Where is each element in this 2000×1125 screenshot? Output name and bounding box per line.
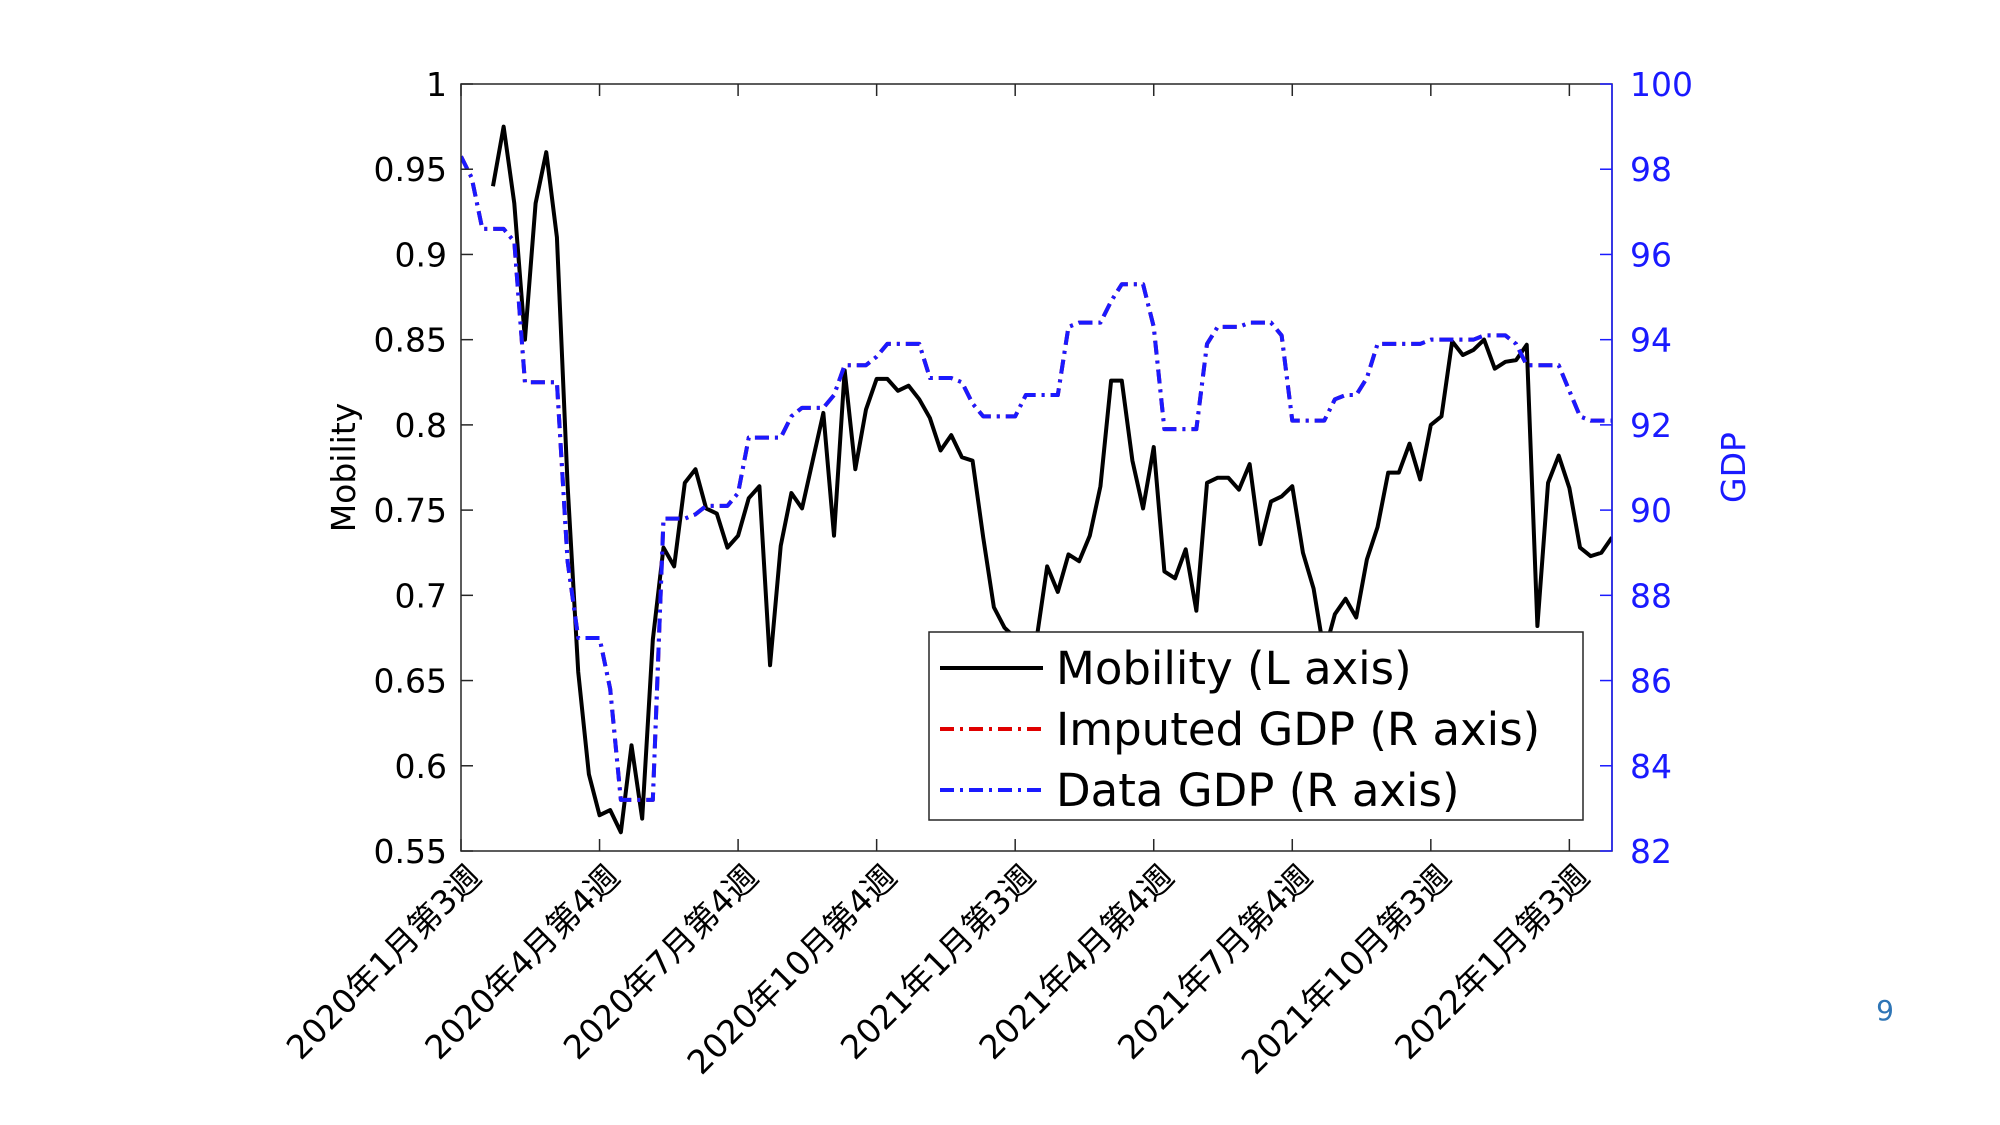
y2-tick-label: 100: [1630, 65, 1693, 104]
series-line: [461, 155, 1612, 802]
page-number: 9: [1876, 994, 1894, 1027]
y-tick-label: 0.95: [374, 150, 447, 189]
y2-tick-label: 88: [1630, 576, 1672, 615]
legend-label: Data GDP (R axis): [1056, 764, 1460, 817]
y-tick-label: 0.8: [395, 406, 447, 445]
y2-tick-label: 84: [1630, 747, 1672, 786]
y-tick-label: 0.6: [395, 747, 447, 786]
y-tick-label: 1: [426, 65, 447, 104]
y2-tick-label: 82: [1630, 832, 1672, 871]
series-line: [491, 124, 1612, 835]
y-tick-label: 0.7: [395, 576, 447, 615]
y2-tick-label: 96: [1630, 235, 1672, 274]
y-tick-label: 0.9: [395, 235, 447, 274]
y2-axis-label: GDP: [1714, 432, 1753, 503]
legend-label: Mobility (L axis): [1056, 642, 1412, 695]
y-tick-label: 0.55: [374, 832, 447, 871]
y-tick-label: 0.85: [374, 321, 447, 360]
y-tick-label: 0.65: [374, 662, 447, 701]
y2-tick-label: 86: [1630, 662, 1672, 701]
y-axis-label: Mobility: [324, 403, 363, 533]
y2-tick-label: 92: [1630, 406, 1672, 445]
plot-lines: [461, 124, 1612, 835]
y-tick-label: 0.75: [374, 491, 447, 530]
y2-tick-label: 98: [1630, 150, 1672, 189]
y2-tick-label: 90: [1630, 491, 1672, 530]
y2-tick-label: 94: [1630, 321, 1672, 360]
legend-label: Imputed GDP (R axis): [1056, 703, 1540, 756]
